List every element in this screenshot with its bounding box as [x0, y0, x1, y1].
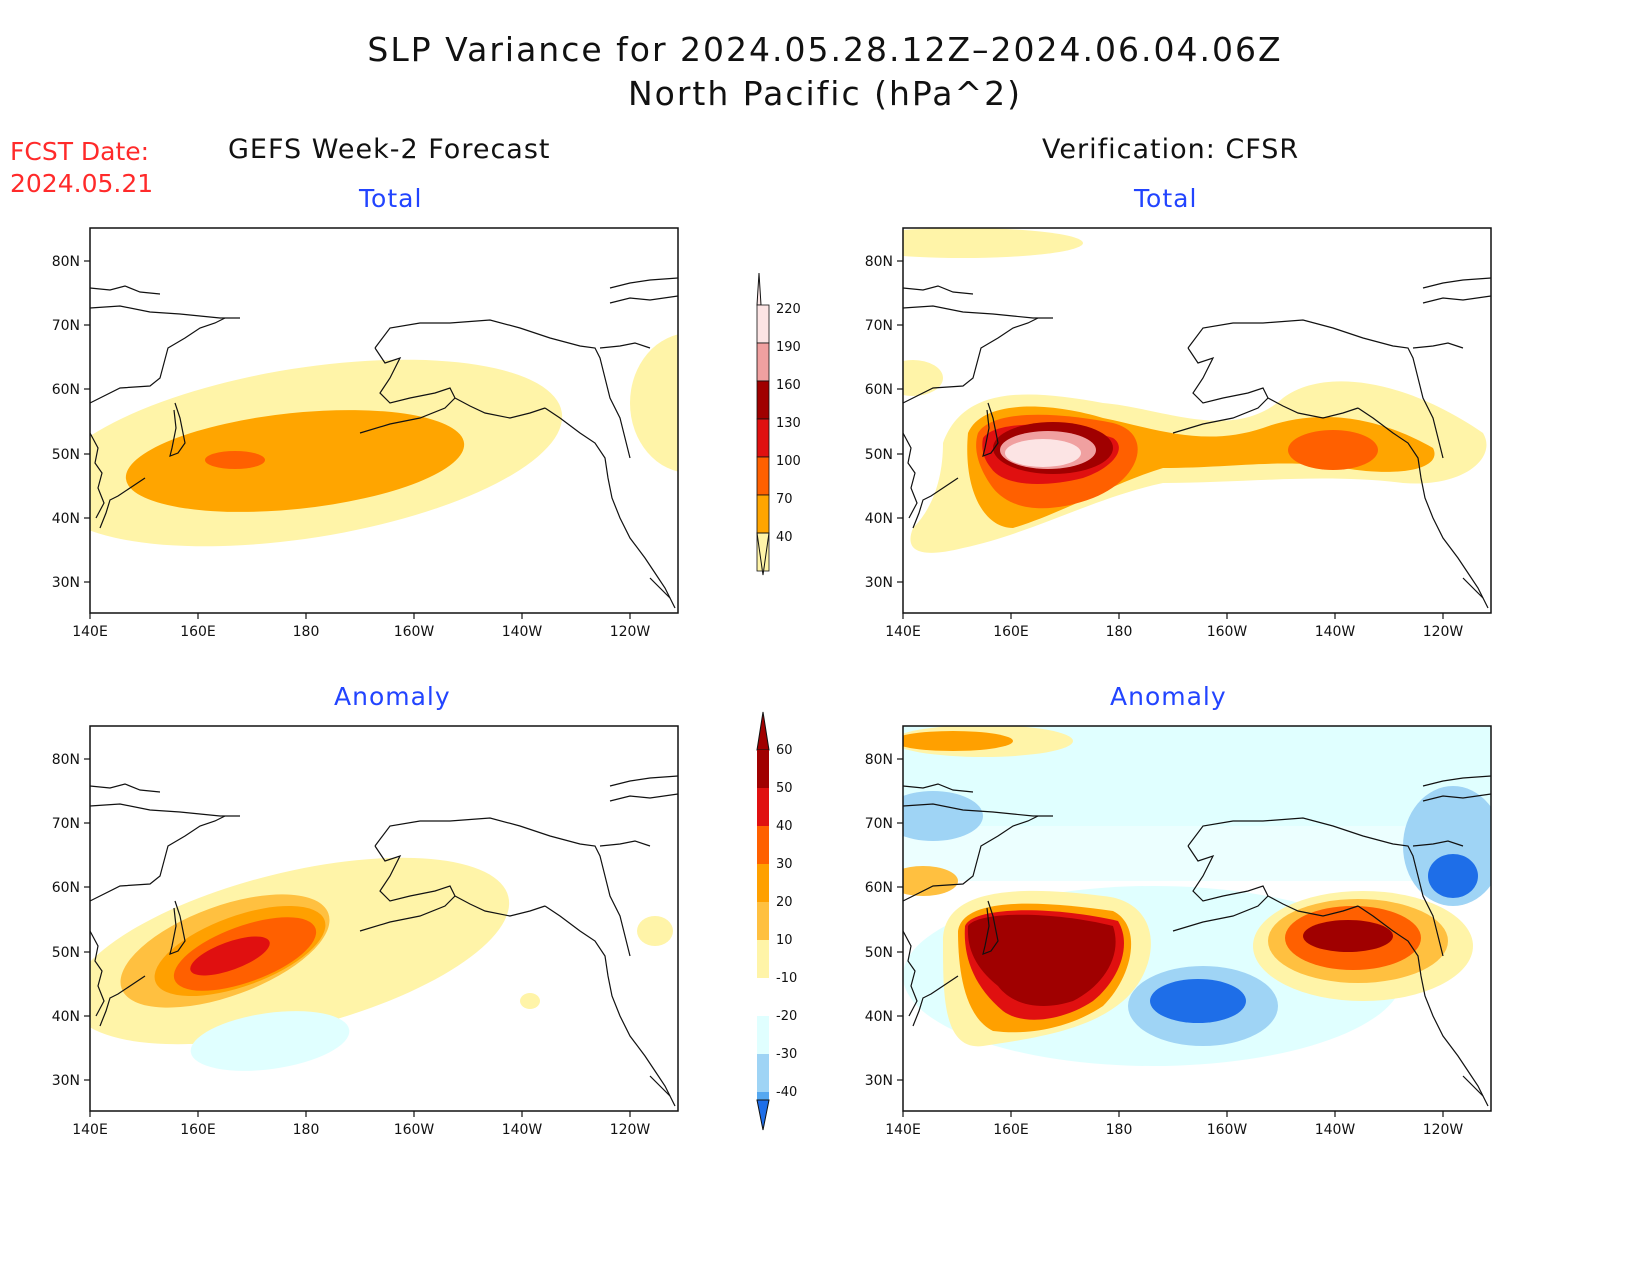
lat-tick-label: 30N [52, 575, 80, 591]
lat-tick-label: 80N [52, 254, 80, 270]
forecast-anomaly-map: 80N 70N 60N 50N 40N 30N 140E 160E 180 160W 140W 12… [52, 725, 679, 1138]
lon-tick-label: 160W [394, 1122, 435, 1138]
fcst-date-label: FCST Date: [10, 137, 150, 166]
forecast-column-title: GEFS Week-2 Forecast [228, 134, 551, 165]
lon-tick-label: 120W [610, 1122, 651, 1138]
cb-anom-label: 30 [776, 857, 793, 872]
cb-total-label: 160 [776, 378, 801, 393]
main-subtitle: North Pacific (hPa^2) [627, 74, 1023, 113]
lon-tick-label: 160E [180, 624, 216, 640]
map-frame [89, 227, 679, 614]
lon-ticks: 140E 160E 180 160W 140W 120W [885, 1111, 1463, 1138]
cb-total-label: 100 [776, 454, 801, 469]
forecast-total-map: 80N 70N 60N 50N 40N 30N 140E 160E 180 160W 140W 12… [52, 227, 679, 640]
lon-tick-label: 160E [993, 624, 1029, 640]
cb-anom-label: -30 [776, 1047, 797, 1062]
lon-tick-label: 160W [1207, 624, 1248, 640]
lat-tick-label: 60N [865, 880, 893, 896]
lat-tick-label: 30N [52, 1073, 80, 1089]
lat-ticks: 80N 70N 60N 50N 40N 30N [865, 254, 903, 591]
lon-tick-label: 140E [885, 624, 921, 640]
lat-tick-label: 30N [865, 575, 893, 591]
cb-anom-label: -20 [776, 1009, 797, 1024]
lat-ticks: 80N 70N 60N 50N 40N 30N [865, 752, 903, 1089]
verification-anomaly-label: Anomaly [1110, 682, 1227, 711]
lat-tick-label: 50N [52, 945, 80, 961]
lat-tick-label: 60N [52, 880, 80, 896]
lat-tick-label: 60N [52, 382, 80, 398]
lon-tick-label: 180 [293, 1122, 320, 1138]
map-frame [89, 725, 679, 1112]
lon-ticks: 140E 160E 180 160W 140W 120W [885, 613, 1463, 640]
cb-anom-label: 50 [776, 781, 793, 796]
cb-total-label: 40 [776, 530, 793, 545]
fcst-date-value: 2024.05.21 [10, 169, 154, 198]
anomaly-colorbar: 60 50 40 30 20 10 -10 -20 -30 -40 [756, 711, 797, 1131]
lon-tick-label: 160W [1207, 1122, 1248, 1138]
lat-tick-label: 70N [52, 318, 80, 334]
lon-tick-label: 140E [885, 1122, 921, 1138]
forecast-total-label: Total [359, 184, 423, 213]
cb-anom-label: 10 [776, 933, 793, 948]
lat-ticks: 80N 70N 60N 50N 40N 30N [52, 752, 90, 1089]
lat-tick-label: 30N [865, 1073, 893, 1089]
cb-anom-label: 20 [776, 895, 793, 910]
lat-tick-label: 50N [865, 447, 893, 463]
lat-tick-label: 70N [865, 816, 893, 832]
lon-tick-label: 160E [993, 1122, 1029, 1138]
lon-tick-label: 120W [1423, 624, 1464, 640]
lon-tick-label: 140E [72, 1122, 108, 1138]
main-title: SLP Variance for 2024.05.28.12Z–2024.06.… [367, 30, 1283, 69]
lon-tick-label: 180 [293, 624, 320, 640]
forecast-anomaly-label: Anomaly [334, 682, 451, 711]
lat-tick-label: 40N [865, 1009, 893, 1025]
lat-tick-label: 40N [52, 511, 80, 527]
cb-anom-label: 60 [776, 743, 793, 758]
cb-total-label: 190 [776, 340, 801, 355]
lon-tick-label: 140E [72, 624, 108, 640]
lon-tick-label: 140W [502, 624, 543, 640]
lon-tick-label: 120W [1423, 1122, 1464, 1138]
lat-tick-label: 80N [52, 752, 80, 768]
map-frame [902, 725, 1492, 1112]
lat-tick-label: 50N [52, 447, 80, 463]
lat-tick-label: 40N [865, 511, 893, 527]
verification-anomaly-map: 80N 70N 60N 50N 40N 30N 140E 160E 180 160W 140W 12… [865, 725, 1492, 1138]
lat-tick-label: 80N [865, 254, 893, 270]
cb-anom-label: 40 [776, 819, 793, 834]
lon-tick-label: 160W [394, 624, 435, 640]
lon-tick-label: 160E [180, 1122, 216, 1138]
cb-total-label: 130 [776, 416, 801, 431]
lat-tick-label: 50N [865, 945, 893, 961]
lon-ticks: 140E 160E 180 160W 140W 120W [72, 1111, 650, 1138]
lat-tick-label: 70N [865, 318, 893, 334]
cb-total-label: 220 [776, 302, 801, 317]
lat-tick-label: 70N [52, 816, 80, 832]
lat-tick-label: 60N [865, 382, 893, 398]
lat-tick-label: 40N [52, 1009, 80, 1025]
contour-100 [205, 451, 265, 469]
lon-tick-label: 120W [610, 624, 651, 640]
cb-total-label: 70 [776, 492, 793, 507]
total-colorbar: 220 190 160 130 100 70 40 [756, 272, 801, 576]
contour-40-east [630, 334, 678, 472]
cb-anom-label: -40 [776, 1085, 797, 1100]
verification-column-title: Verification: CFSR [1042, 134, 1300, 165]
map-frame [902, 227, 1492, 614]
lon-tick-label: 180 [1106, 624, 1133, 640]
verification-total-map: 80N 70N 60N 50N 40N 30N 140E 160E 180 160W 140W 12… [865, 227, 1492, 640]
lon-tick-label: 180 [1106, 1122, 1133, 1138]
contour-70 [125, 410, 465, 512]
lat-tick-label: 80N [865, 752, 893, 768]
cb-anom-label: -10 [776, 971, 797, 986]
lon-ticks: 140E 160E 180 160W 140W 120W [72, 613, 650, 640]
verification-total-label: Total [1134, 184, 1198, 213]
lon-tick-label: 140W [1315, 1122, 1356, 1138]
lon-tick-label: 140W [502, 1122, 543, 1138]
lon-tick-label: 140W [1315, 624, 1356, 640]
lat-ticks: 80N 70N 60N 50N 40N 30N [52, 254, 90, 591]
